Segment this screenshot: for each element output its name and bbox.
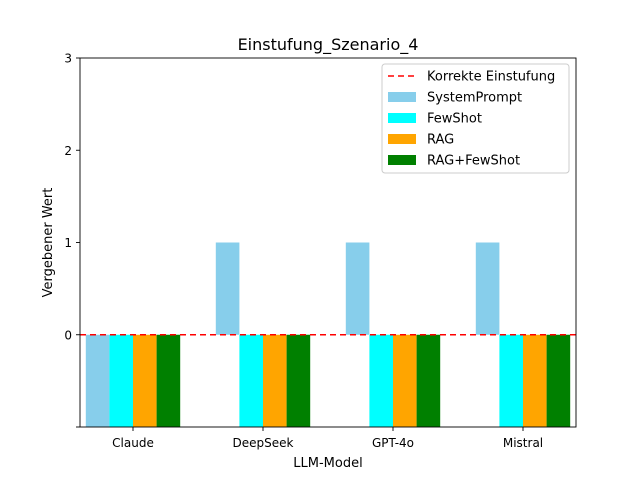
legend-label-reference-line: Korrekte Einstufung <box>427 70 555 85</box>
legend-swatch <box>388 134 416 144</box>
y-tick-label: 2 <box>64 144 72 158</box>
bar-systemprompt-deepseek <box>215 242 240 335</box>
bar-fewshot-deepseek <box>239 334 263 427</box>
bar-systemprompt-gpt-4o <box>345 242 370 335</box>
bar-systemprompt-claude <box>85 334 110 427</box>
legend: Korrekte Einstufung SystemPrompt FewShot RA… <box>381 63 570 174</box>
legend-label: RAG+FewShot <box>427 154 520 169</box>
bar-rag-mistral <box>523 334 547 427</box>
legend-label: FewShot <box>427 112 482 127</box>
x-tick-label: DeepSeek <box>233 436 294 450</box>
bar-rag-fewshot-claude <box>156 334 181 427</box>
legend-swatch <box>388 155 416 165</box>
bar-fewshot-mistral <box>499 334 523 427</box>
legend-label: RAG <box>427 133 454 148</box>
legend-swatch <box>388 92 416 102</box>
x-axis-label: LLM-Model <box>293 456 362 471</box>
bar-rag-fewshot-gpt-4o <box>416 334 441 427</box>
bar-systemprompt-mistral <box>475 242 500 335</box>
bar-fewshot-gpt-4o <box>369 334 393 427</box>
y-axis-label: Vergebener Wert <box>41 188 56 298</box>
y-tick-label: 3 <box>64 52 72 66</box>
bars-group <box>85 242 571 427</box>
legend-swatch <box>388 113 416 123</box>
bar-rag-fewshot-mistral <box>546 334 571 427</box>
y-tick-label: 0 <box>64 328 72 342</box>
y-tick-label: 1 <box>64 236 72 250</box>
bar-fewshot-claude <box>109 334 133 427</box>
legend-label: SystemPrompt <box>427 91 522 106</box>
bar-rag-deepseek <box>263 334 287 427</box>
legend-box <box>381 63 570 174</box>
x-tick-label: Claude <box>112 436 154 450</box>
ticks-group: 0 1 2 3 Claude DeepSeek GPT-4o Mistral <box>64 52 543 451</box>
bar-rag-gpt-4o <box>393 334 417 427</box>
x-tick-label: Mistral <box>503 436 543 450</box>
chart-title: Einstufung_Szenario_4 <box>238 35 419 55</box>
bar-rag-fewshot-deepseek <box>286 334 311 427</box>
bar-rag-claude <box>133 334 157 427</box>
x-tick-label: GPT-4o <box>372 436 414 450</box>
